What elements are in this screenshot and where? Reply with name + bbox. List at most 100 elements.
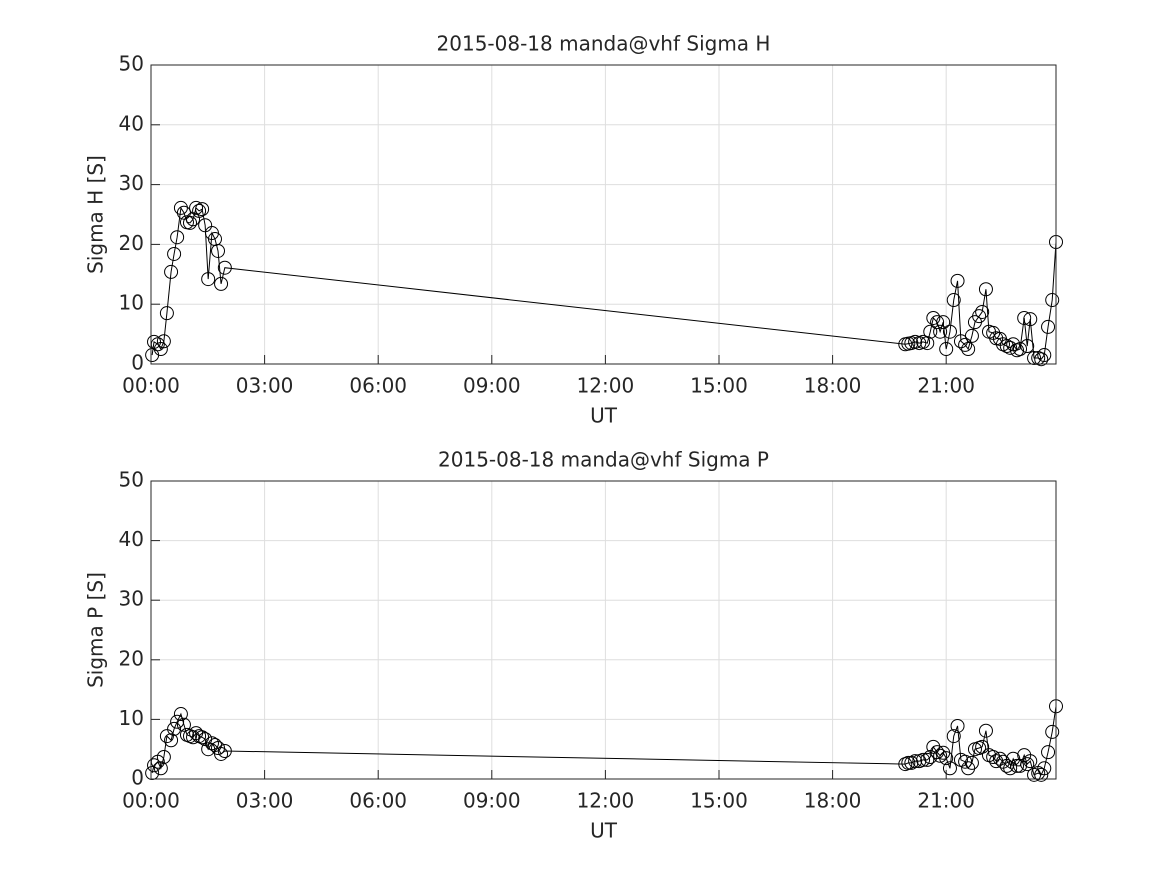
data-point <box>961 342 976 357</box>
x-tick-label: 21:00 <box>917 789 975 813</box>
data-point <box>950 718 965 733</box>
x-tick-label: 00:00 <box>122 374 180 398</box>
data-point <box>214 746 229 761</box>
x-axis-label: UT <box>590 404 618 428</box>
data-point <box>1045 724 1060 739</box>
data-point <box>1041 745 1056 760</box>
y-tick-label: 20 <box>119 231 144 255</box>
data-point <box>916 752 931 767</box>
data-point <box>186 730 201 745</box>
data-point <box>170 714 185 729</box>
data-point <box>176 205 191 220</box>
data-point <box>164 733 179 748</box>
data-point <box>1041 319 1056 334</box>
data-point <box>173 200 188 215</box>
data-point <box>195 202 210 217</box>
y-tick-label: 0 <box>131 766 144 790</box>
data-point <box>958 337 973 352</box>
data-point <box>1009 758 1024 773</box>
x-tick-label: 15:00 <box>690 374 748 398</box>
data-point <box>942 324 957 339</box>
y-tick-label: 30 <box>119 171 144 195</box>
x-tick-label: 15:00 <box>690 789 748 813</box>
data-point <box>159 306 174 321</box>
data-point <box>192 203 207 218</box>
plot-area <box>151 65 1056 364</box>
data-point <box>975 739 990 754</box>
y-tick-label: 10 <box>119 291 144 315</box>
x-tick-label: 12:00 <box>577 789 635 813</box>
data-point <box>1034 767 1049 782</box>
data-point <box>930 315 945 330</box>
data-point <box>1023 312 1038 327</box>
data-point <box>972 309 987 324</box>
data-point <box>176 717 191 732</box>
x-tick-label: 09:00 <box>463 789 521 813</box>
x-tick-label: 00:00 <box>122 789 180 813</box>
data-point <box>920 336 935 351</box>
data-point <box>939 751 954 766</box>
data-point <box>153 342 168 357</box>
data-point <box>901 755 916 770</box>
y-tick-label: 40 <box>119 111 144 135</box>
data-point <box>211 243 226 258</box>
data-point <box>167 246 182 261</box>
data-point <box>975 304 990 319</box>
data-point <box>164 264 179 279</box>
data-point <box>183 215 198 230</box>
y-tick-label: 10 <box>119 706 144 730</box>
x-tick-label: 12:00 <box>577 374 635 398</box>
data-point <box>942 761 957 776</box>
data-point <box>1027 351 1042 366</box>
data-point <box>953 334 968 349</box>
data-point <box>153 761 168 776</box>
data-point <box>201 272 216 287</box>
data-point <box>167 721 182 736</box>
data-point <box>1020 339 1035 354</box>
data-point <box>933 324 948 339</box>
data-point <box>217 260 232 275</box>
data-point <box>170 230 185 245</box>
data-point <box>1003 761 1018 776</box>
x-tick-label: 21:00 <box>917 374 975 398</box>
x-tick-label: 18:00 <box>804 789 862 813</box>
data-point <box>939 342 954 357</box>
data-point <box>189 200 204 215</box>
x-tick-label: 06:00 <box>349 374 407 398</box>
data-point <box>933 748 948 763</box>
data-point <box>217 743 232 758</box>
data-point <box>964 755 979 770</box>
y-axis-label: Sigma P [S] <box>84 572 108 688</box>
data-point <box>1003 340 1018 355</box>
data-point <box>156 749 171 764</box>
data-point <box>986 749 1001 764</box>
y-tick-label: 40 <box>119 527 144 551</box>
data-point <box>145 766 160 781</box>
data-point <box>1037 761 1052 776</box>
data-point <box>908 754 923 769</box>
data-point <box>1034 352 1049 367</box>
chart-title: 2015-08-18 manda@vhf Sigma P <box>438 448 769 472</box>
data-point <box>936 315 951 330</box>
x-tick-label: 06:00 <box>349 789 407 813</box>
data-point <box>999 339 1014 354</box>
y-tick-label: 50 <box>119 468 144 492</box>
data-point <box>923 324 938 339</box>
y-tick-label: 30 <box>119 587 144 611</box>
y-tick-label: 50 <box>119 52 144 76</box>
data-point <box>978 282 993 297</box>
x-axis-label: UT <box>590 819 618 843</box>
data-point <box>159 729 174 744</box>
data-point <box>147 758 162 773</box>
axes-box <box>150 64 1057 365</box>
data-point <box>978 723 993 738</box>
data-point <box>920 752 935 767</box>
data-point <box>1020 757 1035 772</box>
data-point <box>156 334 171 349</box>
y-axis-label: Sigma H [S] <box>84 155 108 274</box>
chart-title: 2015-08-18 manda@vhf Sigma H <box>437 32 771 56</box>
y-tick-label: 20 <box>119 646 144 670</box>
data-point <box>946 293 961 308</box>
axes-box <box>150 480 1057 780</box>
